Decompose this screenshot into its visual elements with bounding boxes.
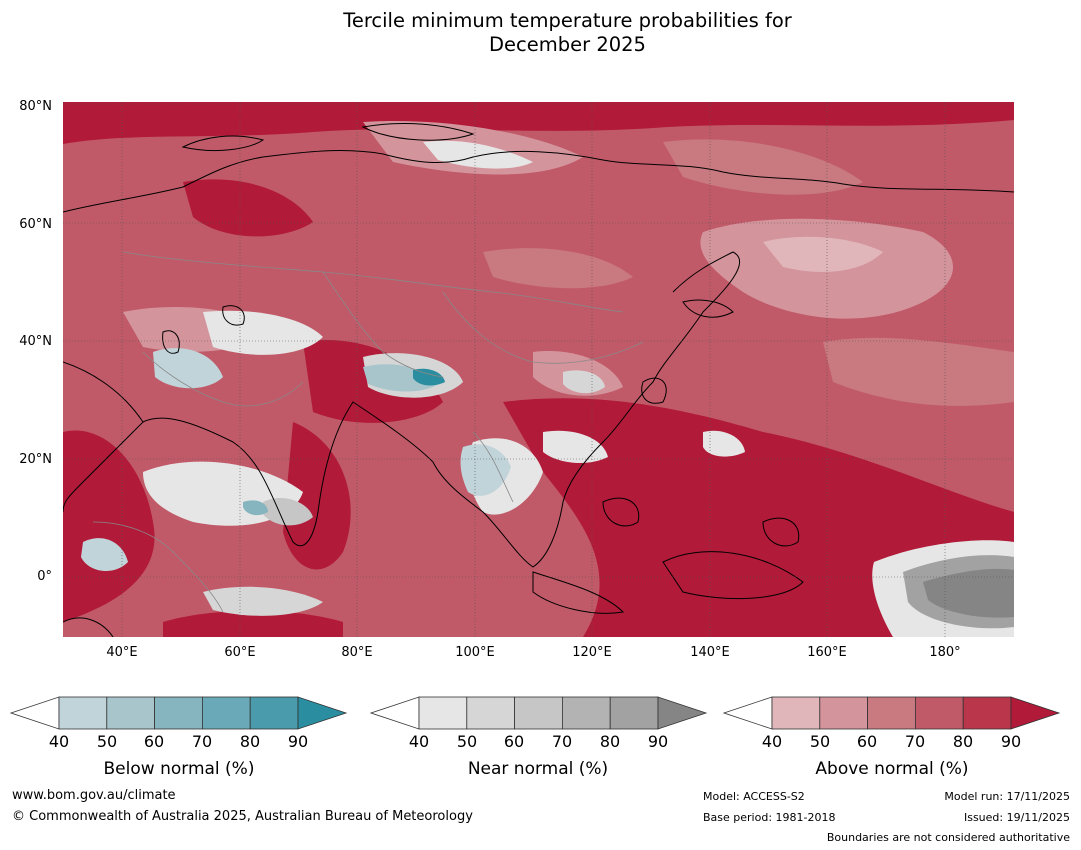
below-tick: 70	[191, 732, 213, 751]
model-run-date: Model run: 17/11/2025	[944, 790, 1070, 803]
above-tick: 60	[856, 732, 878, 751]
near-tick: 70	[551, 732, 573, 751]
below-colorbar-over-arrow	[297, 696, 348, 730]
website-link[interactable]: www.bom.gov.au/climate	[12, 788, 176, 803]
probability-map	[63, 102, 1014, 637]
lat-label-20n: 20°N	[19, 452, 52, 467]
lon-label-160e: 160°E	[807, 645, 847, 660]
lon-label-60e: 60°E	[224, 645, 256, 660]
below-tick: 40	[48, 732, 70, 751]
above-tick: 70	[904, 732, 926, 751]
above-colorbar-segment	[867, 696, 916, 730]
near-normal-legend-title: Near normal (%)	[467, 759, 609, 779]
near-colorbar-segment	[514, 696, 563, 730]
above-colorbar-segment	[771, 696, 821, 730]
below-colorbar-under-arrow	[10, 696, 60, 730]
issued-date: Issued: 19/11/2025	[963, 811, 1070, 824]
below-normal-legend-title: Below normal (%)	[103, 759, 255, 779]
lon-label-100e: 100°E	[455, 645, 495, 660]
near-colorbar-over-arrow	[657, 696, 708, 730]
below-colorbar-segment	[201, 696, 251, 730]
near-colorbar-segment	[561, 696, 611, 730]
country-borders	[92, 251, 644, 613]
below-colorbar-segment	[249, 696, 299, 730]
map-title: Tercile minimum temperature probabilitie…	[0, 9, 1081, 57]
above-normal-colorbar	[723, 696, 1061, 730]
near-tick: 80	[599, 732, 621, 751]
map-title-line1: Tercile minimum temperature probabilitie…	[343, 9, 792, 32]
below-tick: 50	[96, 732, 118, 751]
below-tick: 90	[287, 732, 309, 751]
lon-label-80e: 80°E	[341, 645, 373, 660]
lat-label-40n: 40°N	[19, 334, 52, 349]
map-title-line2: December 2025	[489, 33, 646, 56]
above-tick: 50	[809, 732, 831, 751]
below-colorbar-segment	[106, 696, 156, 730]
lat-label-equator: 0°	[37, 569, 52, 584]
above-tick: 90	[1000, 732, 1022, 751]
below-colorbar-segment	[154, 696, 203, 730]
below-tick: 60	[143, 732, 165, 751]
lon-label-40e: 40°E	[106, 645, 138, 660]
near-tick: 40	[408, 732, 430, 751]
above-colorbar-segment	[819, 696, 869, 730]
near-colorbar-segment	[609, 696, 659, 730]
above-tick: 40	[761, 732, 783, 751]
copyright-text: © Commonwealth of Australia 2025, Austra…	[12, 809, 473, 824]
below-colorbar-segment	[58, 696, 108, 730]
near-normal-colorbar	[370, 696, 708, 730]
lat-label-60n: 60°N	[19, 217, 52, 232]
above-colorbar-over-arrow	[1010, 696, 1061, 730]
near-tick: 60	[503, 732, 525, 751]
above-colorbar-under-arrow	[723, 696, 773, 730]
probability-map-svg	[63, 102, 1014, 637]
near-tick: 90	[647, 732, 669, 751]
above-colorbar-segment	[914, 696, 964, 730]
lon-label-180: 180°	[929, 645, 961, 660]
base-period: Base period: 1981-2018	[703, 811, 836, 824]
graticule	[63, 102, 1014, 637]
below-normal-colorbar	[10, 696, 348, 730]
near-colorbar-segment	[466, 696, 516, 730]
model-name: Model: ACCESS-S2	[703, 790, 805, 803]
near-colorbar-under-arrow	[370, 696, 420, 730]
near-colorbar-segment	[418, 696, 468, 730]
boundaries-disclaimer: Boundaries are not considered authoritat…	[826, 831, 1070, 844]
lon-label-120e: 120°E	[572, 645, 612, 660]
above-colorbar-segment	[962, 696, 1012, 730]
below-tick: 80	[239, 732, 261, 751]
coastlines	[63, 122, 1014, 637]
lon-label-140e: 140°E	[690, 645, 730, 660]
near-tick: 50	[456, 732, 478, 751]
lat-label-80n: 80°N	[19, 99, 52, 114]
above-tick: 80	[952, 732, 974, 751]
above-normal-legend-title: Above normal (%)	[815, 759, 969, 779]
